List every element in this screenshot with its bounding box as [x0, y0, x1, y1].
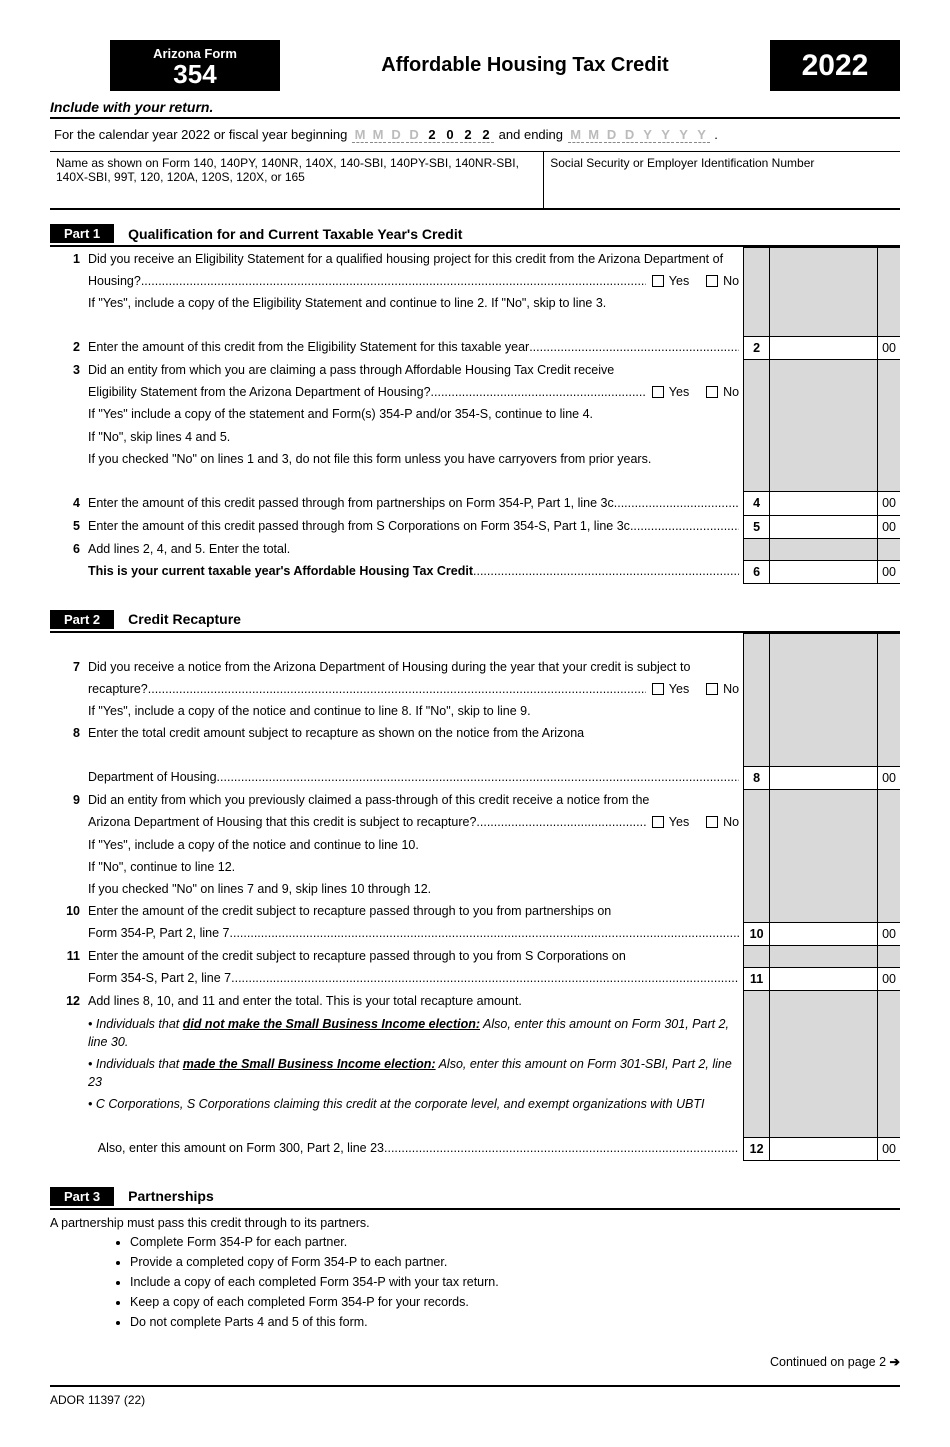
continued-note: Continued on page 2 ➔ — [50, 1354, 900, 1369]
l10a: Enter the amount of the credit subject t… — [88, 904, 611, 918]
p3-bullet: Complete Form 354-P for each partner. — [130, 1232, 900, 1252]
arrow-right-icon: ➔ — [890, 1355, 900, 1369]
name-field[interactable]: Name as shown on Form 140, 140PY, 140NR,… — [50, 152, 544, 208]
l8b: Department of Housing — [88, 768, 217, 786]
l2: Enter the amount of this credit from the… — [88, 338, 529, 356]
l5-boxnum: 5 — [744, 515, 770, 538]
p3-bullet: Provide a completed copy of Form 354-P t… — [130, 1252, 900, 1272]
l11b: Form 354-S, Part 2, line 7. — [88, 969, 235, 987]
l7c: If "Yes", include a copy of the notice a… — [88, 704, 531, 718]
l7a: Did you receive a notice from the Arizon… — [88, 660, 690, 674]
l2-cents: 00 — [878, 336, 900, 359]
l3-no-checkbox[interactable] — [706, 386, 718, 398]
l9c: If "Yes", include a copy of the notice a… — [88, 838, 419, 852]
footer: ADOR 11397 (22) — [50, 1385, 900, 1407]
ssn-field[interactable]: Social Security or Employer Identificati… — [544, 152, 900, 208]
l7-no-checkbox[interactable] — [706, 683, 718, 695]
l2-amount[interactable] — [770, 336, 878, 359]
include-note: Include with your return. — [50, 95, 900, 119]
identity-row: Name as shown on Form 140, 140PY, 140NR,… — [50, 152, 900, 210]
form-header: Arizona Form 354 Affordable Housing Tax … — [50, 40, 900, 91]
l4-boxnum: 4 — [744, 492, 770, 515]
part3-bullets: Complete Form 354-P for each partner. Pr… — [50, 1232, 900, 1332]
fy-begin[interactable]: MMDD2022 — [351, 127, 499, 142]
p3-bullet: Keep a copy of each completed Form 354-P… — [130, 1292, 900, 1312]
part2-title: Credit Recapture — [128, 611, 241, 627]
l12d: Also, enter this amount on Form 300, Par… — [88, 1139, 384, 1157]
part1-label: Part 1 — [50, 224, 114, 243]
l1c: If "Yes", include a copy of the Eligibil… — [88, 296, 606, 310]
l6-boxnum: 6 — [744, 560, 770, 583]
l3d: If "No", skip lines 4 and 5. — [88, 430, 230, 444]
form-number: 354 — [110, 61, 280, 87]
l5-amount[interactable] — [770, 515, 878, 538]
part3-title: Partnerships — [128, 1188, 214, 1204]
l9-no-checkbox[interactable] — [706, 816, 718, 828]
p3-bullet: Include a copy of each completed Form 35… — [130, 1272, 900, 1292]
l5: Enter the amount of this credit passed t… — [88, 517, 630, 535]
fy-end[interactable]: MMDDYYYY — [567, 127, 715, 142]
l9a: Did an entity from which you previously … — [88, 793, 649, 807]
l6b: This is your current taxable year's Affo… — [88, 562, 473, 580]
l9-yes-checkbox[interactable] — [652, 816, 664, 828]
l12a: Add lines 8, 10, and 11 and enter the to… — [88, 994, 522, 1008]
l7b: recapture? — [88, 680, 148, 698]
l1-yes-checkbox[interactable] — [652, 275, 664, 287]
l7-yes-checkbox[interactable] — [652, 683, 664, 695]
part3-header: Part 3 Partnerships — [50, 1187, 900, 1210]
l3c: If "Yes" include a copy of the statement… — [88, 407, 593, 421]
l2-boxnum: 2 — [744, 336, 770, 359]
l1-no-checkbox[interactable] — [706, 275, 718, 287]
part1-header: Part 1 Qualification for and Current Tax… — [50, 224, 900, 247]
l3a: Did an entity from which you are claimin… — [88, 363, 614, 377]
l6-amount[interactable] — [770, 560, 878, 583]
l3b: Eligibility Statement from the Arizona D… — [88, 383, 431, 401]
l3-yes-checkbox[interactable] — [652, 386, 664, 398]
l10-amount[interactable] — [770, 922, 878, 945]
l6a: Add lines 2, 4, and 5. Enter the total. — [88, 542, 290, 556]
l12-amount[interactable] — [770, 1137, 878, 1160]
part2-table: 7Did you receive a notice from the Arizo… — [50, 633, 900, 1161]
l4: Enter the amount of this credit passed t… — [88, 494, 614, 512]
l9e: If you checked "No" on lines 7 and 9, sk… — [88, 882, 431, 896]
part3-label: Part 3 — [50, 1187, 114, 1206]
form-badge: Arizona Form 354 — [110, 40, 280, 91]
part2-header: Part 2 Credit Recapture — [50, 610, 900, 633]
l8-amount[interactable] — [770, 766, 878, 789]
l1b: Housing? — [88, 272, 141, 290]
l4-amount[interactable] — [770, 492, 878, 515]
l9b: Arizona Department of Housing that this … — [88, 813, 476, 831]
l9d: If "No", continue to line 12. — [88, 860, 235, 874]
part2-label: Part 2 — [50, 610, 114, 629]
l12-boxnum: 12 — [744, 1137, 770, 1160]
form-year: 2022 — [770, 40, 900, 91]
l10b: Form 354-P, Part 2, line 7 — [88, 924, 230, 942]
fiscal-year-line: For the calendar year 2022 or fiscal yea… — [50, 119, 900, 152]
fy-prefix: For the calendar year 2022 or fiscal yea… — [54, 127, 347, 142]
l8a: Enter the total credit amount subject to… — [88, 726, 584, 740]
ador-number: ADOR 11397 (22) — [50, 1393, 145, 1407]
l11-boxnum: 11 — [744, 967, 770, 990]
l1a: Did you receive an Eligibility Statement… — [88, 252, 723, 266]
form-title: Affordable Housing Tax Credit — [280, 40, 770, 91]
part1-title: Qualification for and Current Taxable Ye… — [128, 226, 462, 242]
l11-amount[interactable] — [770, 967, 878, 990]
part3-intro: A partnership must pass this credit thro… — [50, 1210, 900, 1232]
l11a: Enter the amount of the credit subject t… — [88, 949, 626, 963]
l3e: If you checked "No" on lines 1 and 3, do… — [88, 452, 651, 466]
p3-bullet: Do not complete Parts 4 and 5 of this fo… — [130, 1312, 900, 1332]
part1-table: 1 Did you receive an Eligibility Stateme… — [50, 247, 900, 584]
l8-boxnum: 8 — [744, 766, 770, 789]
l10-boxnum: 10 — [744, 922, 770, 945]
fy-mid: and ending — [499, 127, 563, 142]
